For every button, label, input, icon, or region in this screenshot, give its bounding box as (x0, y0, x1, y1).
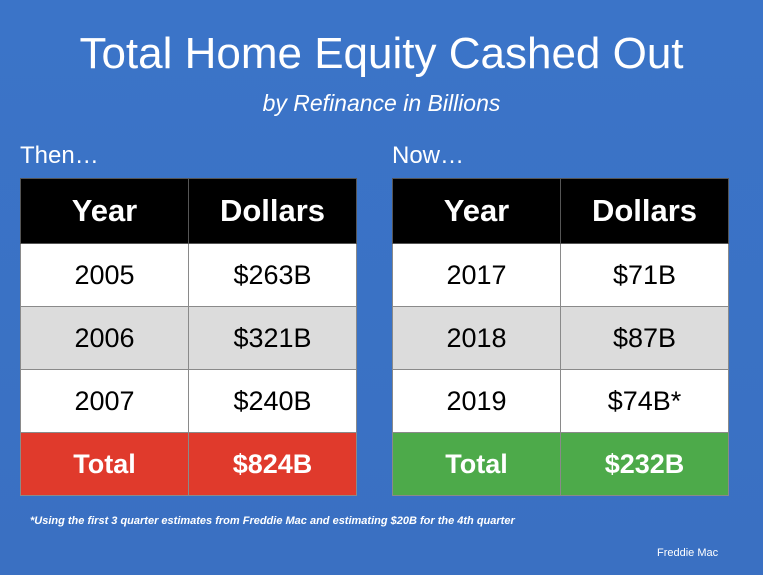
now-table: Year Dollars 2017 $71B 2018 $87B 2019 $7… (392, 178, 729, 496)
now-header-dollars: Dollars (560, 178, 729, 244)
now-header-year: Year (392, 178, 561, 244)
now-year-cell: 2017 (392, 243, 561, 307)
then-table: Year Dollars 2005 $263B 2006 $321B 2007 … (20, 178, 357, 496)
now-dollars-cell: $87B (560, 306, 729, 370)
now-header-row: Year Dollars (392, 178, 729, 244)
now-dollars-cell: $74B* (560, 369, 729, 433)
now-total-row: Total $232B (392, 432, 729, 496)
then-year-cell: 2006 (20, 306, 189, 370)
then-total-row: Total $824B (20, 432, 357, 496)
now-year-cell: 2018 (392, 306, 561, 370)
now-total-value: $232B (560, 432, 729, 496)
table-row: 2007 $240B (20, 369, 357, 433)
then-year-cell: 2005 (20, 243, 189, 307)
then-dollars-cell: $321B (188, 306, 357, 370)
chart-subtitle: by Refinance in Billions (262, 90, 501, 116)
then-dollars-cell: $240B (188, 369, 357, 433)
then-header-dollars: Dollars (188, 178, 357, 244)
footnote: *Using the first 3 quarter estimates fro… (30, 515, 515, 527)
now-label: Now… (392, 142, 465, 169)
table-row: 2005 $263B (20, 243, 357, 307)
then-label: Then… (20, 142, 99, 169)
then-header-year: Year (20, 178, 189, 244)
then-year-cell: 2007 (20, 369, 189, 433)
now-dollars-cell: $71B (560, 243, 729, 307)
table-row: 2019 $74B* (392, 369, 729, 433)
chart-title: Total Home Equity Cashed Out (79, 29, 684, 78)
table-row: 2017 $71B (392, 243, 729, 307)
then-total-value: $824B (188, 432, 357, 496)
then-header-row: Year Dollars (20, 178, 357, 244)
source-credit: Freddie Mac (657, 547, 719, 559)
now-year-cell: 2019 (392, 369, 561, 433)
table-row: 2018 $87B (392, 306, 729, 370)
now-total-label: Total (392, 432, 561, 496)
then-total-label: Total (20, 432, 189, 496)
then-dollars-cell: $263B (188, 243, 357, 307)
table-row: 2006 $321B (20, 306, 357, 370)
